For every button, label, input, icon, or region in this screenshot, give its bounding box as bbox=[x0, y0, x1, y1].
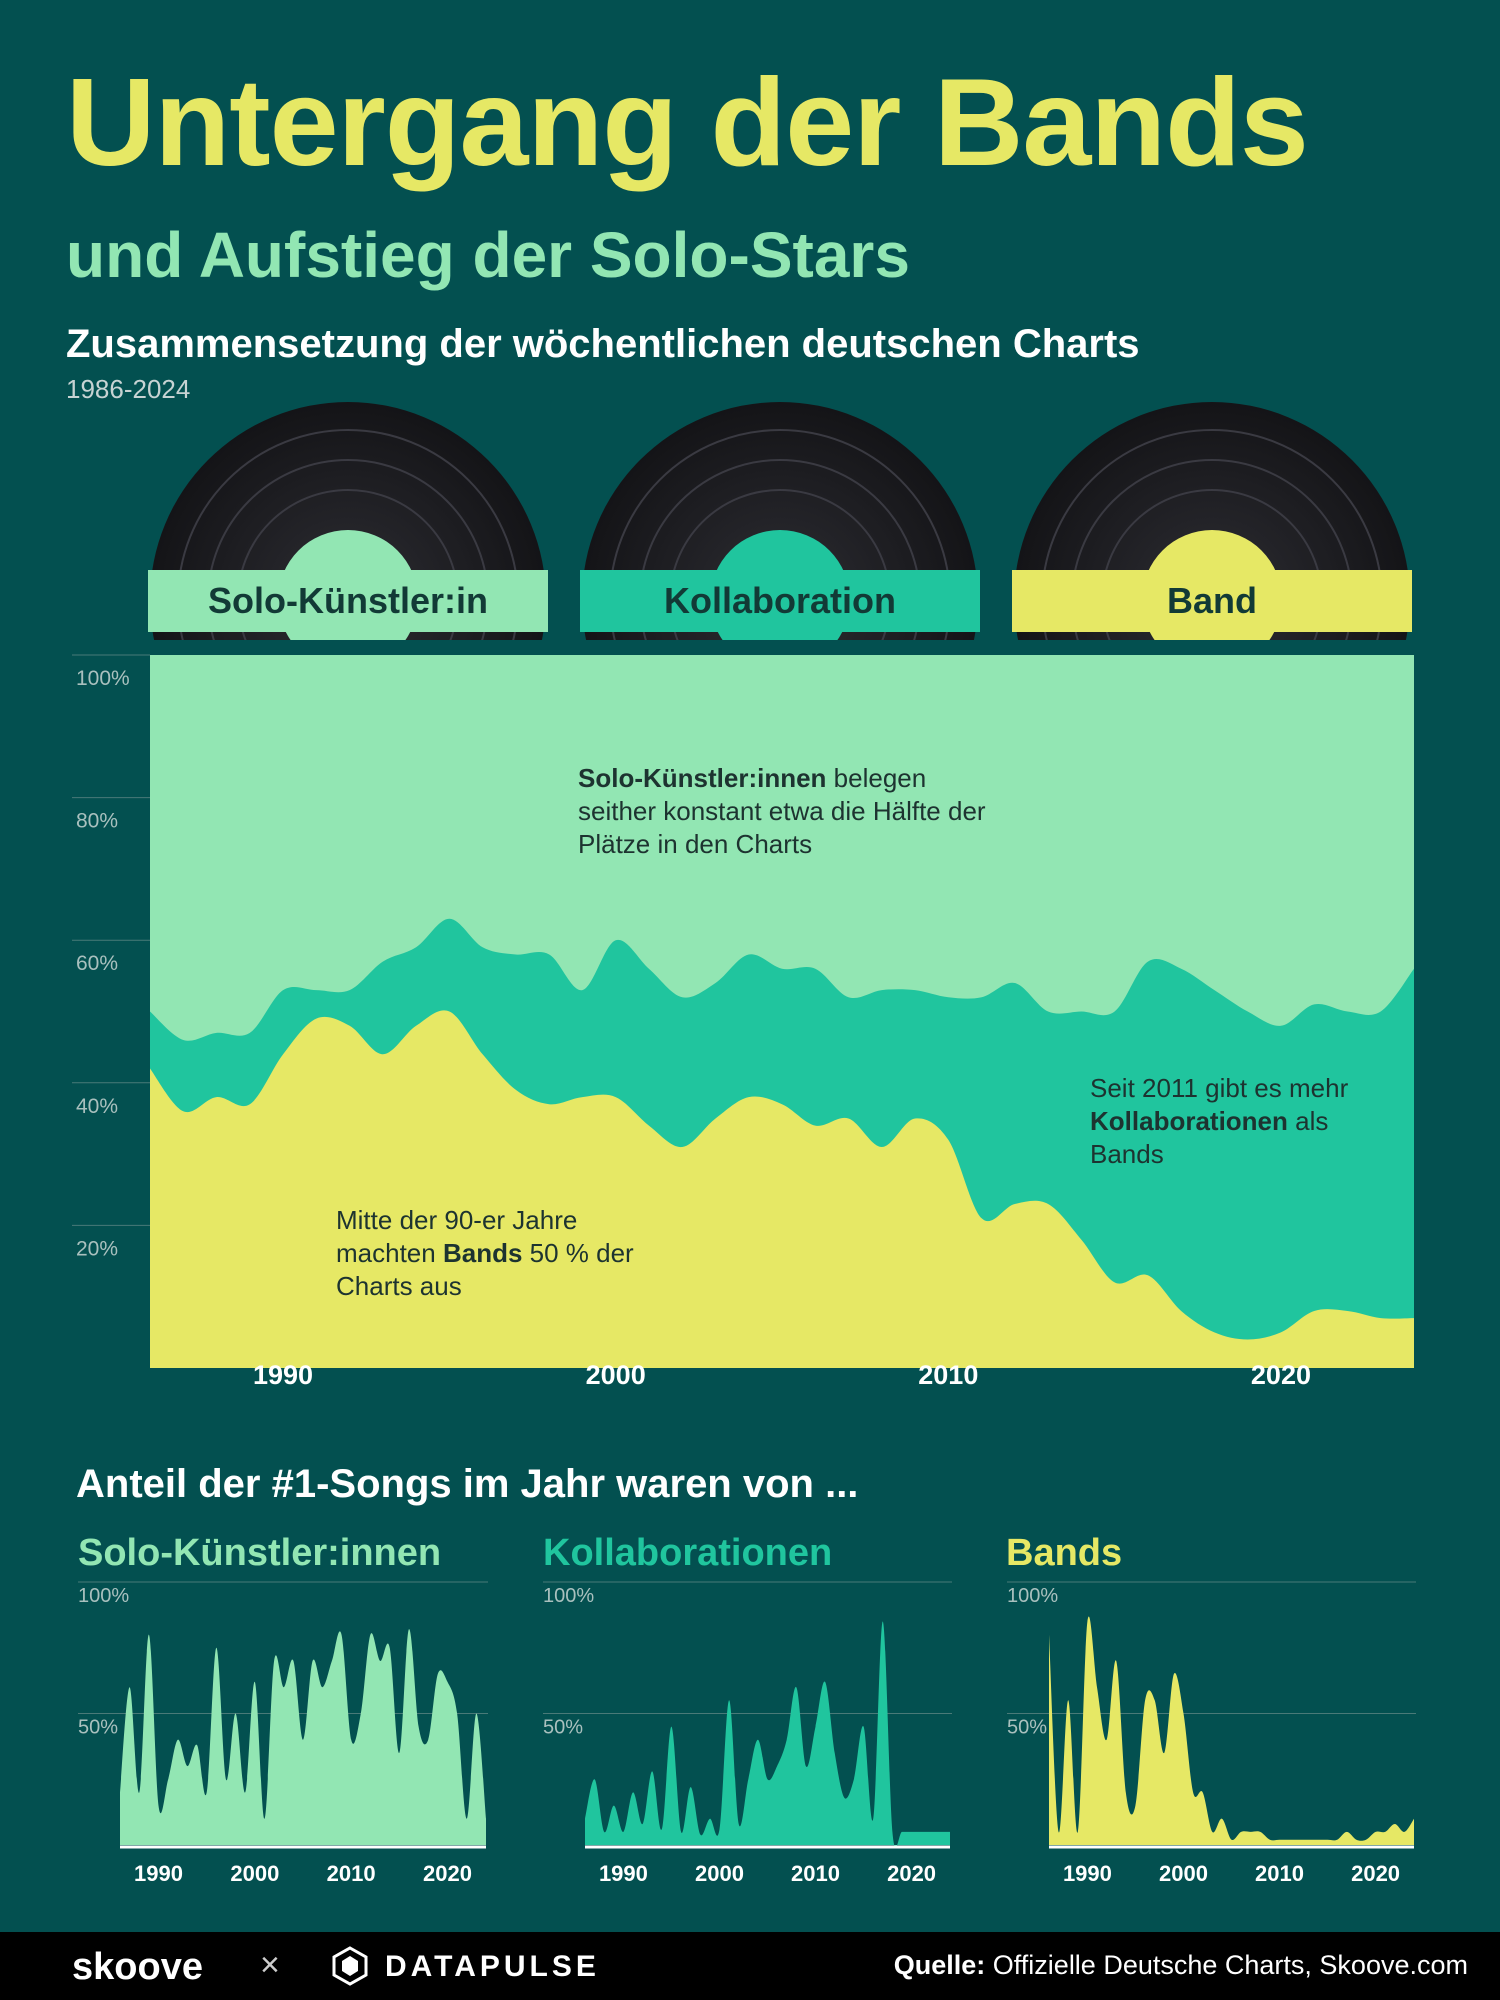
x-tick-label: 2000 bbox=[586, 1360, 646, 1390]
small-y-tick-label: 50% bbox=[1007, 1717, 1047, 1739]
legend-collab: Kollaboration bbox=[580, 570, 980, 632]
small-chart-title-solo: Solo-Künstler:innen bbox=[78, 1532, 442, 1574]
x-tick-label: 2010 bbox=[918, 1360, 978, 1390]
small-y-tick-label: 100% bbox=[543, 1585, 594, 1607]
small-area-bands bbox=[1049, 1616, 1414, 1845]
area-band bbox=[150, 1010, 1414, 1368]
times-icon: × bbox=[260, 1946, 280, 1984]
small-x-tick-label: 2000 bbox=[695, 1861, 744, 1886]
small-x-tick-label: 2020 bbox=[423, 1861, 472, 1886]
legend-solo: Solo-Künstler:in bbox=[148, 570, 548, 632]
small-area-solo-k-nstler-innen bbox=[120, 1629, 486, 1845]
skoove-logo: skoove bbox=[72, 1946, 203, 1988]
bottom-section-title: Anteil der #1-Songs im Jahr waren von ..… bbox=[76, 1462, 859, 1506]
legend-band: Band bbox=[1012, 570, 1412, 632]
x-tick-label: 2020 bbox=[1251, 1360, 1311, 1390]
small-x-tick-label: 1990 bbox=[599, 1861, 648, 1886]
datapulse-logo-icon bbox=[332, 1946, 368, 1986]
small-x-tick-label: 2020 bbox=[887, 1861, 936, 1886]
small-x-tick-label: 2010 bbox=[791, 1861, 840, 1886]
footer-bar bbox=[0, 1932, 1500, 2000]
small-multiples: 100% 50% 1990 2000 2010 2020 100% 50% 1990 2000 20… bbox=[78, 1581, 1416, 1886]
small-x-tick-label: 2010 bbox=[1255, 1861, 1304, 1886]
small-chart-title-collab: Kollaborationen bbox=[543, 1532, 833, 1574]
small-area-kollaborationen bbox=[585, 1621, 950, 1848]
y-tick-label: 60% bbox=[76, 952, 118, 975]
annotation-collab: Seit 2011 gibt es mehr Kollaborationen a… bbox=[1090, 1073, 1349, 1169]
y-tick-label: 100% bbox=[76, 667, 130, 690]
small-x-tick-label: 2000 bbox=[230, 1861, 279, 1886]
x-tick-label: 1990 bbox=[253, 1360, 313, 1390]
page-subtitle: und Aufstieg der Solo-Stars bbox=[66, 219, 910, 291]
page-title: Untergang der Bands bbox=[66, 54, 1309, 192]
small-x-tick-label: 2000 bbox=[1159, 1861, 1208, 1886]
main-stacked-area-chart: 20% 40% 60% 80% 100% 1990 2000 2010 2020 bbox=[72, 654, 1414, 1390]
y-tick-label: 80% bbox=[76, 810, 118, 833]
small-chart-title-band: Bands bbox=[1006, 1532, 1123, 1574]
annotation-band: Mitte der 90-er Jahre machten Bands 50 %… bbox=[336, 1205, 634, 1301]
small-x-tick-label: 2010 bbox=[327, 1861, 376, 1886]
small-y-tick-label: 100% bbox=[1007, 1585, 1058, 1607]
chart-title: Zusammensetzung der wöchentlichen deutsc… bbox=[66, 322, 1140, 366]
source-text: Quelle: Offizielle Deutsche Charts, Skoo… bbox=[893, 1950, 1468, 1980]
annotation-solo: Solo-Künstler:innen belegen seither kons… bbox=[578, 763, 986, 859]
small-y-tick-label: 100% bbox=[78, 1585, 129, 1607]
datapulse-logo: DATAPULSE bbox=[385, 1950, 600, 1983]
chart-years: 1986-2024 bbox=[66, 374, 191, 404]
small-x-tick-label: 1990 bbox=[1063, 1861, 1112, 1886]
y-tick-label: 40% bbox=[76, 1095, 118, 1118]
small-y-tick-label: 50% bbox=[78, 1717, 118, 1739]
small-x-tick-label: 2020 bbox=[1351, 1861, 1400, 1886]
small-x-tick-label: 1990 bbox=[134, 1861, 183, 1886]
y-tick-label: 20% bbox=[76, 1237, 118, 1260]
small-y-tick-label: 50% bbox=[543, 1717, 583, 1739]
